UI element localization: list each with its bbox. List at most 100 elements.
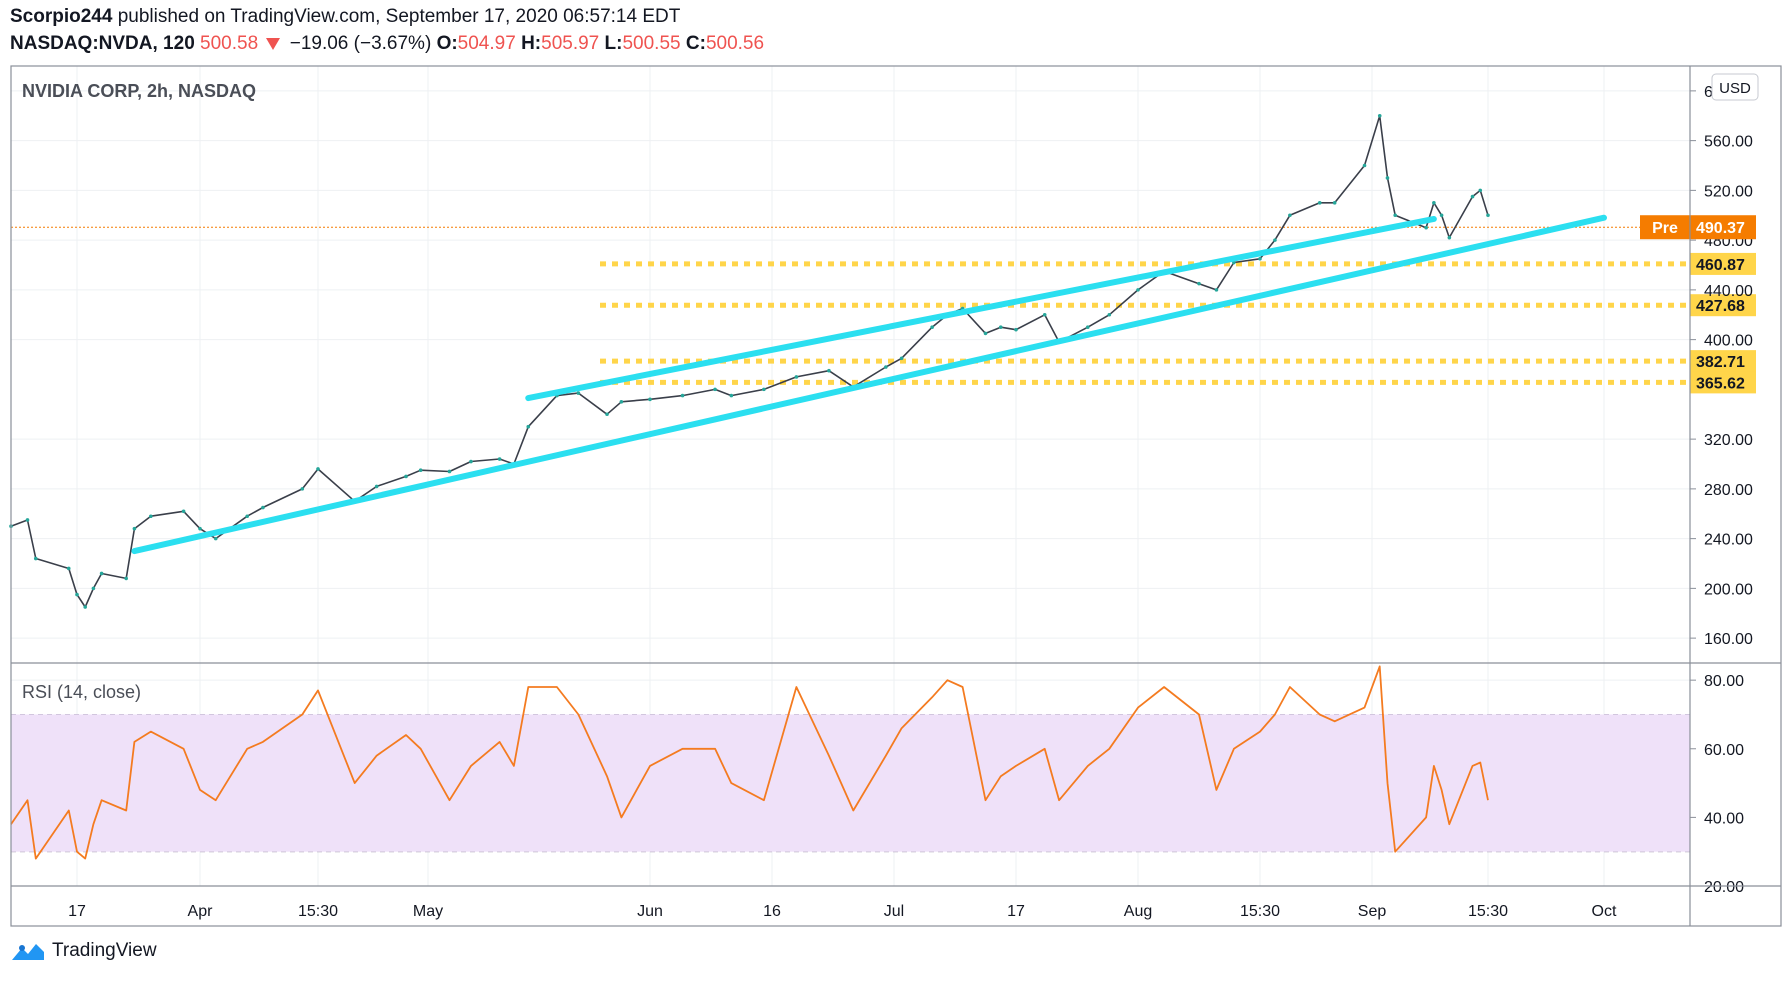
rsi-band [11,714,1690,852]
x-tick-label: 16 [763,903,781,920]
tradingview-logo-icon [12,944,44,960]
price-point [1317,201,1322,205]
pre-value-label: 490.37 [1696,220,1745,237]
price-point [1377,113,1382,118]
frame [10,65,1782,927]
currency-button [1711,73,1759,101]
open-label: O: [436,33,458,54]
last-price: 500.58 [200,33,259,54]
down-arrow-icon [266,37,281,50]
level-label-bg [1690,294,1756,317]
price-point [75,592,79,597]
price-point [762,387,766,392]
pre-tag-bg [1640,215,1690,240]
price-point [404,474,408,479]
grid [11,66,1690,887]
price-point [1439,213,1444,218]
pre-tag-label: Pre [1652,220,1678,237]
x-tick-label: Jun [637,903,663,920]
y-tick-label: 520.00 [1704,183,1753,200]
symbol-info: NASDAQ:NVDA, 120 500.58 −19.06 (−3.67%) … [10,33,764,55]
x-tick-label: 17 [68,903,86,920]
level-label-bg [1690,350,1756,373]
price-point [374,484,379,489]
price-point [91,586,96,591]
price-point [1042,312,1047,317]
symbol-label: NASDAQ:NVDA, 120 [10,33,195,54]
level-label: 460.87 [1696,257,1745,274]
price-point [66,566,71,571]
outer-frame [10,65,1782,927]
rsi-pane [10,665,1489,860]
price-point [1486,213,1490,218]
x-tick-label: 15:30 [1240,903,1280,920]
tradingview-brand: TradingView [52,940,157,961]
price-point [899,356,904,361]
price-point [447,469,452,474]
price-point [213,536,218,541]
price-point [983,331,988,336]
price-point [1085,325,1090,329]
price-point [33,556,38,561]
price-point [729,393,734,398]
price-pane [9,113,1490,609]
x-tick-label: Sep [1358,903,1387,920]
price-point [497,457,502,461]
y-tick-label: 160.00 [1704,631,1753,648]
price-point [1258,256,1262,261]
price-point [1393,213,1397,218]
x-tick-label: Oct [1592,903,1617,920]
rsi-tick-label: 60.00 [1704,742,1744,759]
tradingview-footer[interactable]: TradingView [10,940,157,962]
support-levels: 460.87 427.68 382.71 365.62 [600,252,1756,394]
price-point [25,518,30,522]
price-point [245,514,249,519]
price-point [261,505,265,510]
price-point [418,468,423,473]
price-point [1136,288,1140,292]
price-point [1424,225,1428,230]
price-point [1197,281,1201,286]
x-tick-label: May [413,903,443,920]
level-label-bg [1690,252,1756,275]
x-tick-label: 15:30 [298,903,338,920]
price-point [1107,312,1112,317]
price-point [1288,213,1292,218]
low-label: L: [604,33,623,54]
level-label-bg [1690,371,1756,394]
price-series-line [10,115,1489,608]
price-point [1362,163,1367,168]
y-tick-label: 440.00 [1704,283,1753,300]
price-point [149,514,153,519]
level-label: 382.71 [1696,354,1745,371]
price-point [83,605,87,609]
price-point [1332,201,1337,205]
price-point [1432,201,1436,205]
high-value: 505.97 [541,33,600,54]
rsi-title: RSI (14, close) [22,682,141,702]
close-value: 500.56 [705,33,765,54]
y-tick-label: 400.00 [1704,333,1753,350]
price-point [713,387,717,392]
channel-trendline [525,215,1437,402]
price-point [181,509,186,514]
y-tick-label: 200.00 [1704,581,1753,598]
level-label: 365.62 [1696,375,1745,392]
level-label: 427.68 [1696,298,1745,315]
price-point [316,467,320,471]
price-point [1214,288,1219,292]
price-point [198,526,202,531]
trend-channel [131,214,1607,555]
price-point [1014,327,1018,332]
x-tick-label: Apr [188,903,214,920]
price-point [1447,235,1452,240]
low-value: 500.55 [622,33,681,54]
publish-info: Scorpio244 published on TradingView.com,… [10,6,680,28]
price-point [930,325,934,329]
rsi-tick-label: 40.00 [1704,810,1744,827]
author-name[interactable]: Scorpio244 [10,6,113,27]
x-tick-label: 15:30 [1468,903,1508,920]
price-point [827,368,831,373]
price-point [1385,176,1390,180]
